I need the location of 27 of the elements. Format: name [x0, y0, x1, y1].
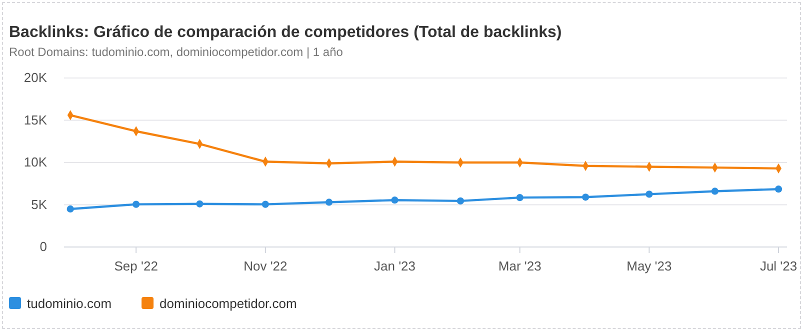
point — [391, 196, 398, 204]
chart-subtitle: Root Domains: tudominio.com, dominiocompetidor.com | 1 año — [9, 45, 344, 59]
legend-label: dominiocompetidor.com — [160, 296, 297, 311]
point — [711, 188, 718, 195]
point — [132, 200, 140, 208]
chart-title: Backlinks: Gráfico de comparación de competidores (Total de backlinks) — [9, 24, 562, 41]
point — [262, 200, 269, 208]
point — [456, 197, 464, 205]
point — [646, 190, 653, 198]
y-tick-label: 20K — [24, 70, 48, 86]
x-tick-label: May '23 — [626, 258, 672, 274]
x-tick-label: Mar '23 — [498, 258, 542, 274]
y-tick-label: 5K — [31, 196, 48, 212]
x-tick-label: Nov '22 — [244, 258, 288, 274]
point — [516, 194, 524, 202]
point — [774, 186, 782, 193]
point — [66, 205, 74, 213]
x-tick-label: Jan '23 — [374, 258, 416, 274]
y-tick-label: 0 — [40, 239, 47, 254]
x-tick-label: Sep '22 — [114, 258, 158, 274]
legend-label: tudominio.com — [27, 296, 112, 311]
y-tick-label: 15K — [24, 112, 48, 128]
point — [325, 198, 333, 206]
point — [196, 200, 204, 208]
y-tick-label: 10K — [24, 154, 48, 170]
point — [582, 194, 590, 201]
x-tick-label: Jul '23 — [760, 258, 798, 274]
